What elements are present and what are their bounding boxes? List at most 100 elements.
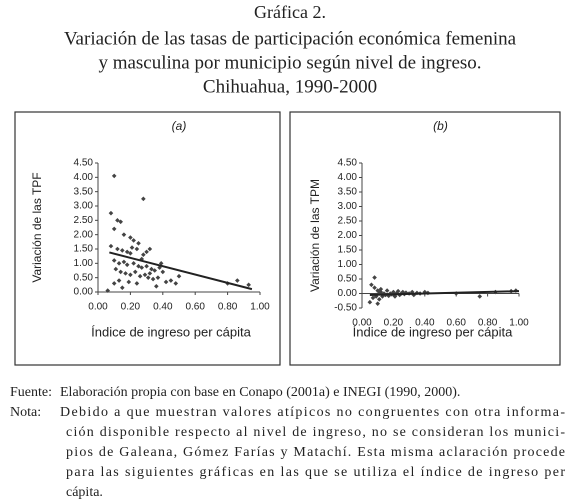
x-axis-label: Índice de ingreso per cápita	[91, 324, 251, 339]
data-point	[121, 259, 127, 265]
data-point	[108, 210, 114, 216]
source-text: Elaboración propia con base en Conapo (2…	[60, 385, 460, 400]
data-point	[131, 238, 136, 243]
y-tick-label: -0.50	[334, 303, 357, 314]
data-point	[132, 269, 138, 275]
data-point	[129, 245, 135, 250]
data-point	[141, 252, 146, 258]
note-line: cápita.	[66, 485, 103, 500]
data-point	[147, 271, 153, 276]
figure-title: Variación de las tasas de participación …	[64, 28, 517, 49]
data-point	[370, 295, 376, 301]
y-tick-label: 3.00	[338, 201, 358, 212]
data-point	[115, 218, 120, 223]
data-point	[136, 263, 141, 269]
y-tick-label: 1.00	[338, 259, 358, 270]
y-tick-label: 1.50	[338, 245, 358, 256]
y-axis-label: Variación de las TPF	[30, 172, 44, 282]
y-tick-label: 0.00	[74, 287, 94, 298]
data-point	[111, 258, 117, 263]
y-axis-label: Variación de las TPM	[308, 179, 322, 292]
data-point	[128, 235, 133, 240]
data-point	[400, 289, 406, 295]
data-point	[391, 289, 396, 295]
data-point	[155, 275, 161, 280]
x-axis-label: Índice de ingreso per cápita	[353, 324, 513, 339]
data-point	[126, 279, 132, 285]
figure-title: Chihuahua, 1990-2000	[203, 76, 377, 97]
data-point	[128, 272, 133, 278]
data-point	[422, 289, 428, 295]
x-tick-label: 0.80	[478, 318, 498, 329]
data-point	[116, 261, 122, 266]
data-point	[372, 275, 377, 280]
figure-title: Gráfica 2.	[254, 2, 326, 22]
data-point	[395, 288, 401, 294]
data-point	[121, 232, 127, 237]
data-point	[235, 278, 240, 283]
panel-label: (a)	[172, 119, 187, 133]
y-tick-label: 4.50	[338, 158, 358, 169]
data-point	[116, 278, 122, 283]
note-line: pios de Galeana, Gómez Farías y Matachí.…	[66, 445, 565, 460]
data-point	[123, 271, 128, 276]
x-tick-label: 1.00	[250, 302, 270, 313]
y-tick-label: 3.50	[338, 187, 358, 198]
data-point	[144, 249, 149, 255]
x-tick-label: 0.40	[415, 318, 435, 329]
data-point	[152, 268, 157, 273]
x-tick-label: 0.20	[384, 318, 404, 329]
data-point	[108, 243, 114, 249]
data-point	[378, 286, 384, 292]
chart-frame	[289, 111, 561, 366]
y-tick-label: 2.00	[74, 229, 94, 240]
data-point	[386, 293, 391, 299]
data-point	[124, 249, 130, 255]
panel-label: (b)	[433, 119, 448, 133]
data-point	[137, 273, 143, 279]
data-point	[134, 281, 140, 286]
note-line: ción disponible respecto al nivel de ing…	[66, 425, 565, 440]
data-point	[376, 297, 382, 302]
data-point	[139, 265, 145, 270]
data-point	[142, 272, 148, 278]
data-point	[375, 301, 380, 306]
data-point	[131, 261, 136, 266]
data-point	[372, 285, 377, 290]
x-tick-label: 0.00	[88, 302, 108, 313]
note-line: para las siguientes gráficas en las que …	[66, 465, 565, 480]
data-point	[111, 281, 117, 286]
data-point	[120, 285, 125, 290]
data-point	[150, 276, 156, 282]
x-tick-label: 0.20	[121, 302, 141, 313]
data-point	[384, 288, 390, 293]
y-tick-label: 2.50	[74, 215, 94, 226]
data-point	[111, 173, 117, 179]
data-point	[477, 294, 483, 299]
y-tick-label: 0.00	[338, 288, 358, 299]
data-point	[139, 256, 145, 262]
chart-frame	[14, 111, 281, 366]
data-point	[409, 289, 415, 295]
y-tick-label: 0.50	[338, 274, 358, 285]
data-point	[141, 196, 146, 202]
data-point	[369, 282, 374, 288]
data-point	[134, 246, 140, 252]
note-label: Nota:	[10, 405, 41, 420]
data-point	[105, 288, 111, 293]
data-point	[144, 263, 149, 269]
data-point	[128, 251, 133, 256]
x-tick-label: 0.00	[352, 318, 372, 329]
data-point	[136, 240, 141, 246]
data-point	[376, 289, 382, 295]
x-tick-label: 0.80	[218, 302, 238, 313]
x-tick-label: 0.60	[446, 318, 466, 329]
y-tick-label: 3.50	[74, 186, 94, 197]
data-point	[149, 266, 154, 272]
source-label: Fuente:	[10, 385, 52, 400]
data-point	[411, 292, 417, 298]
data-point	[176, 273, 182, 279]
x-tick-label: 1.00	[509, 318, 529, 329]
y-tick-label: 4.00	[74, 172, 94, 183]
